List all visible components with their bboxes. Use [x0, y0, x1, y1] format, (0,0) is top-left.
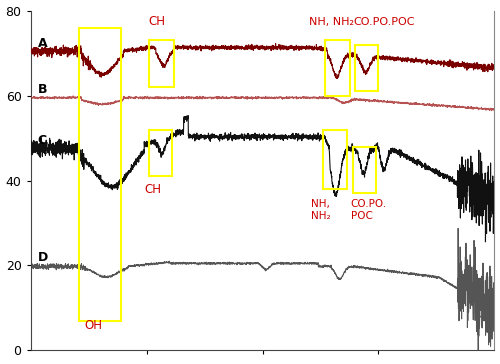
Text: CO.PO.
POC: CO.PO. POC [350, 199, 387, 221]
Text: B: B [38, 83, 47, 96]
Text: CH: CH [149, 15, 166, 28]
Bar [80, 28, 121, 321]
Text: D: D [38, 251, 48, 264]
Bar [323, 130, 347, 189]
Bar [356, 44, 378, 91]
Text: C: C [38, 134, 46, 147]
Text: NH, NH₂: NH, NH₂ [309, 17, 354, 27]
Text: CO.PO.POC: CO.PO.POC [353, 17, 414, 27]
Text: CH: CH [144, 183, 161, 196]
Text: OH: OH [84, 319, 102, 332]
Text: A: A [38, 37, 47, 50]
Bar [325, 40, 349, 95]
Bar [353, 147, 376, 193]
Text: NH,
NH₂: NH, NH₂ [311, 199, 331, 221]
Bar [149, 130, 172, 176]
Bar [149, 40, 174, 87]
